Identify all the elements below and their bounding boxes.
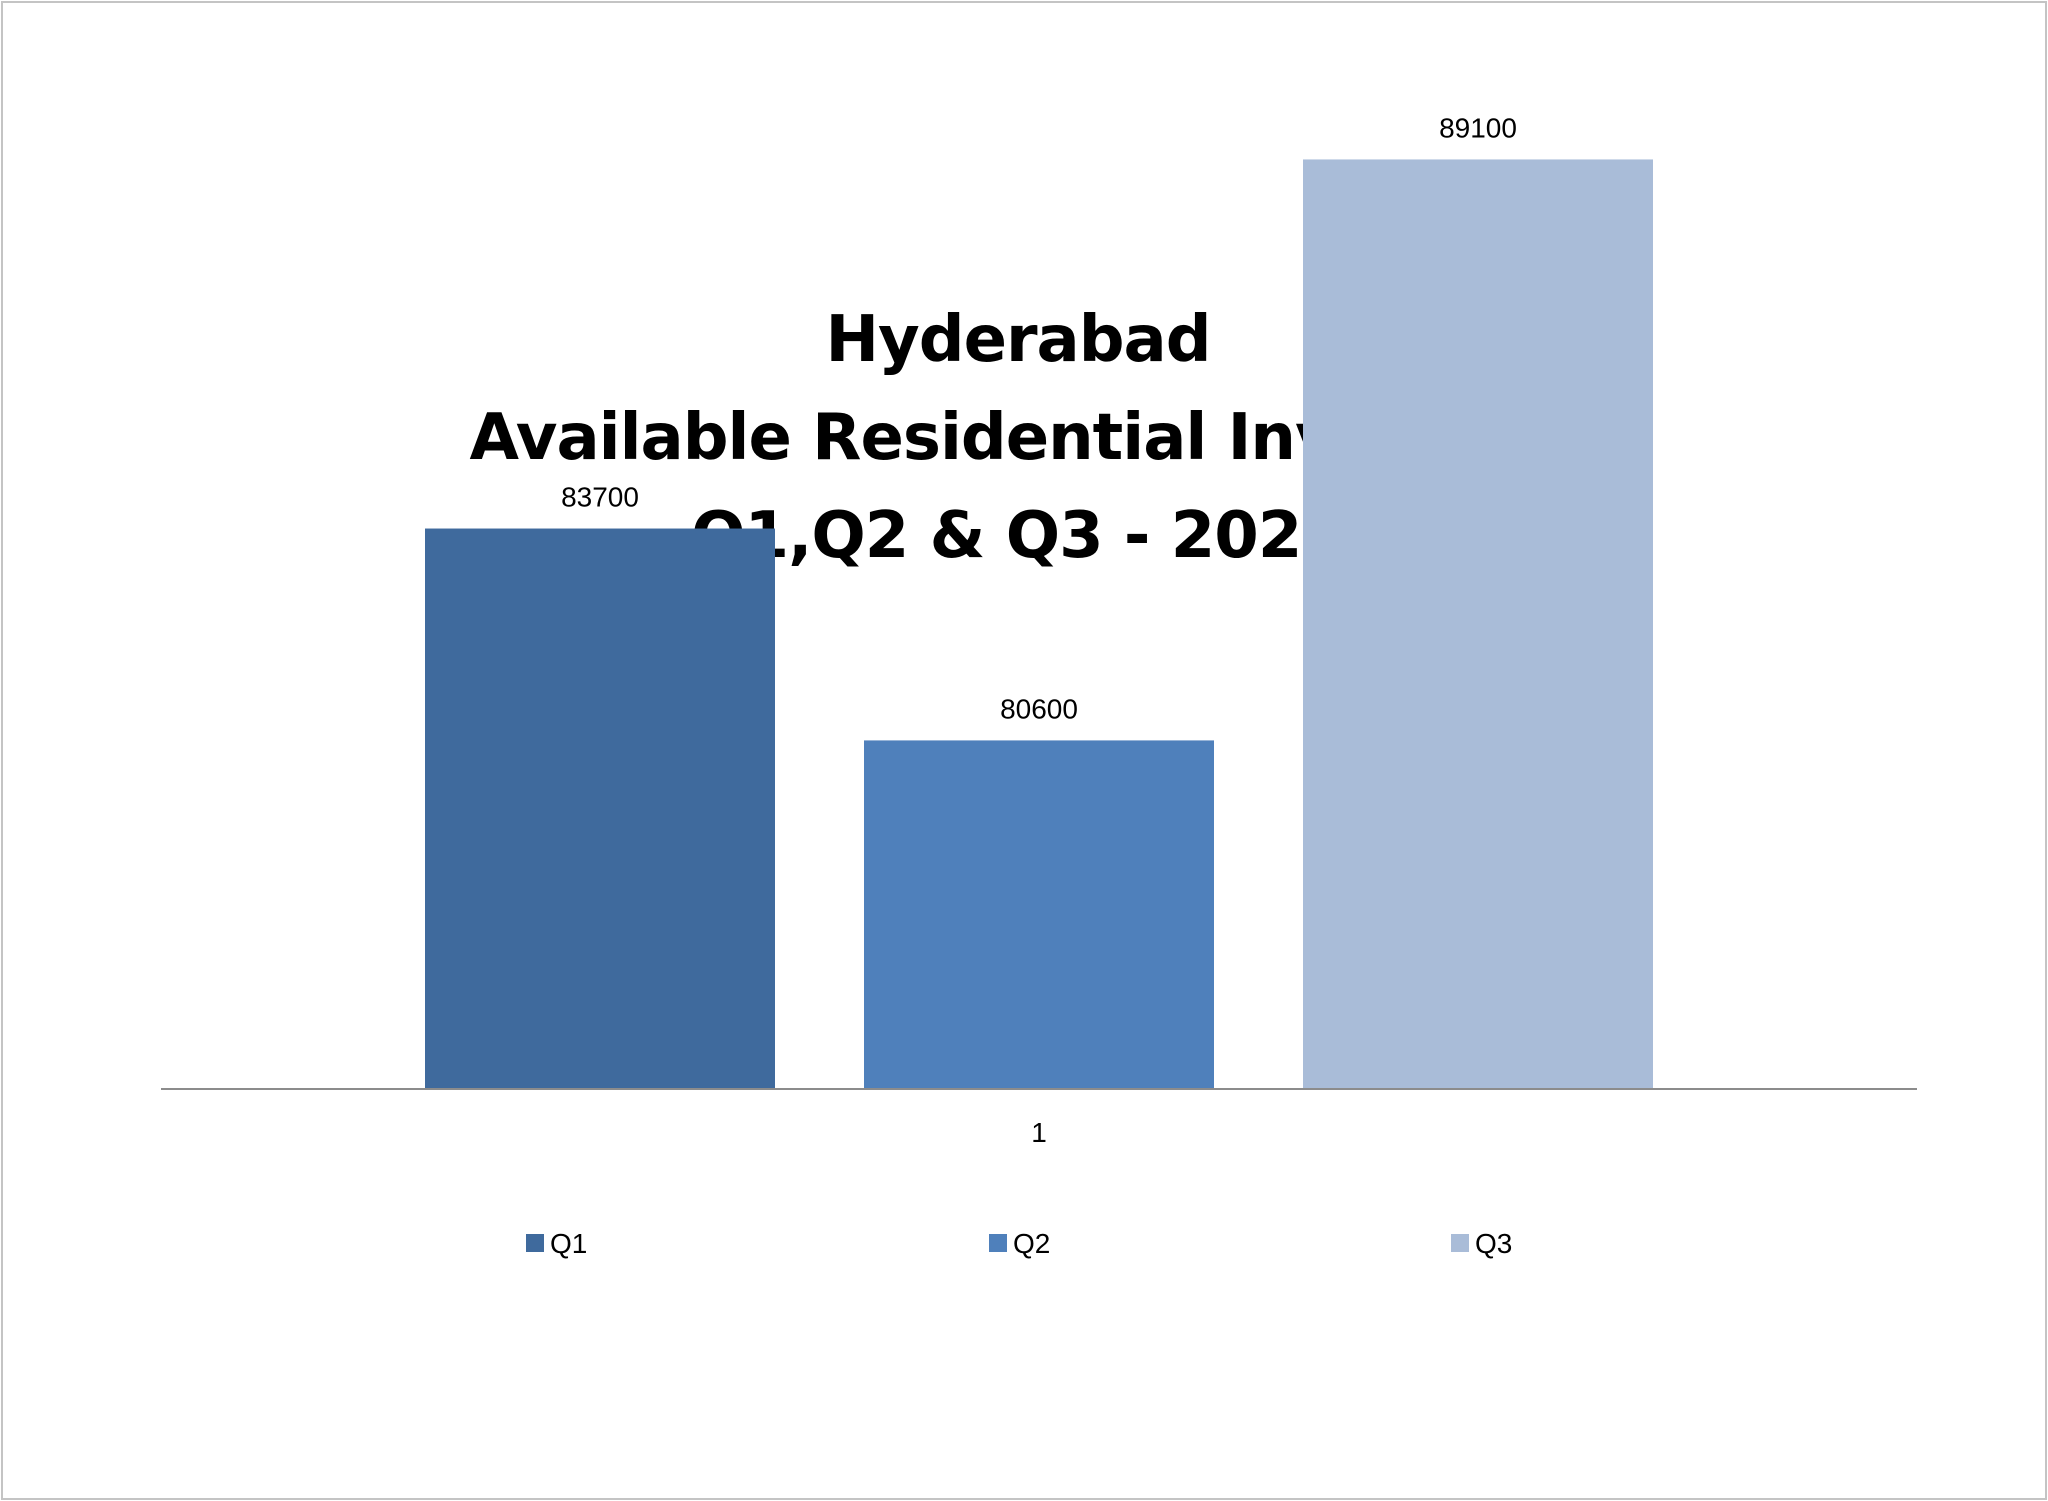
legend-label-q1: Q1	[550, 1228, 587, 1259]
legend-swatch-q2	[989, 1234, 1007, 1252]
legend: Q1 Q2 Q3	[526, 1228, 1512, 1259]
data-label-q3: 89100	[1439, 112, 1517, 143]
data-label-q1: 83700	[561, 482, 639, 513]
bar-q1	[425, 528, 775, 1089]
data-label-q2: 80600	[1000, 693, 1078, 724]
chart-svg: Hyderabad Available Residential Inventor…	[161, 112, 1917, 1259]
legend-label-q2: Q2	[1013, 1228, 1050, 1259]
legend-swatch-q1	[526, 1234, 544, 1252]
chart-title-line-3: Q1,Q2 & Q3 - 2023	[691, 499, 1345, 573]
legend-swatch-q3	[1451, 1234, 1469, 1252]
x-tick-label: 1	[1031, 1117, 1047, 1148]
plot-area: 83700 80600 89100 1	[161, 112, 1917, 1148]
legend-label-q3: Q3	[1475, 1228, 1512, 1259]
bar-q2	[864, 740, 1214, 1089]
bar-q3	[1303, 159, 1653, 1089]
chart-title-line-1: Hyderabad	[825, 303, 1210, 377]
